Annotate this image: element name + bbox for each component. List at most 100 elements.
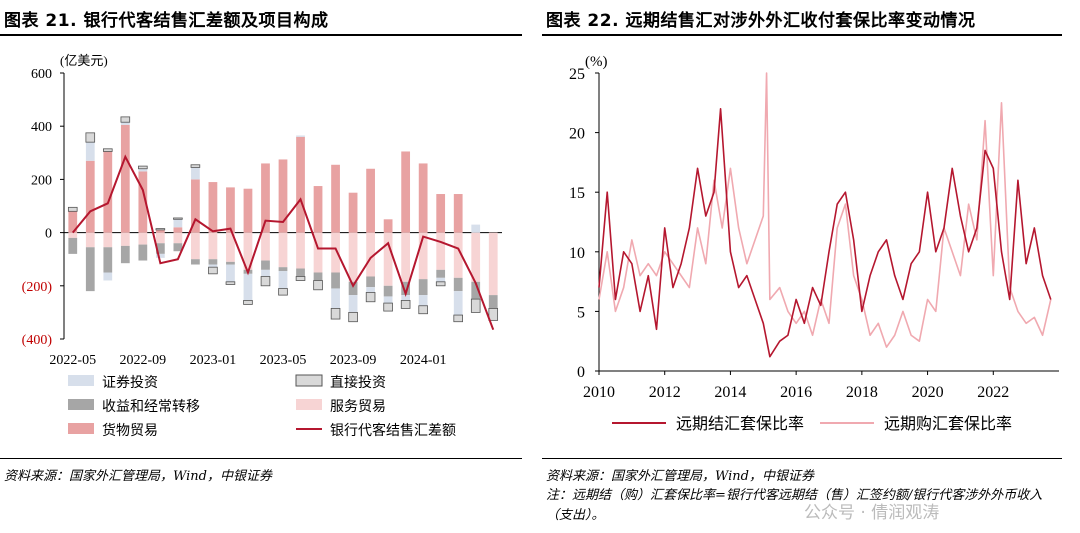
x-tick-label: 2023-01 — [190, 353, 237, 368]
legend-label: 证券投资 — [102, 375, 158, 391]
bar-收益和经常转移 — [85, 247, 95, 292]
left-bar-chart: 600 400 200 0 (200) (400) (亿美元) 2022-05 2022-09 2… — [22, 53, 502, 439]
bar-收益和经常转移 — [471, 281, 481, 300]
right-title-rule — [542, 34, 1062, 36]
y-tick-label: 5 — [577, 304, 585, 321]
bar-服务贸易 — [296, 232, 305, 269]
right-note-text: 注：远期结（购）汇套保比率=银行代客远期结（售）汇签约额/银行代客涉外外币收入（… — [546, 488, 1043, 523]
bar-货物贸易 — [191, 179, 200, 233]
bar-服务贸易 — [436, 232, 446, 270]
legend-label: 服务贸易 — [330, 399, 386, 415]
bar-服务贸易 — [68, 232, 78, 238]
bar-收益和经常转移 — [453, 277, 463, 292]
bar-证券投资 — [418, 295, 428, 306]
x-tick-label: 2022 — [977, 384, 1009, 401]
bar-服务贸易 — [401, 232, 411, 282]
bar-证券投资 — [261, 269, 270, 277]
x-tick-label: 2023-05 — [260, 353, 307, 368]
bar-货物贸易 — [366, 168, 375, 233]
bar-证券投资 — [120, 122, 130, 125]
bar-服务贸易 — [120, 232, 130, 246]
bar-直接投资 — [453, 314, 463, 323]
bar-服务贸易 — [331, 232, 340, 273]
legend-swatch — [295, 374, 323, 387]
bar-货物贸易 — [261, 163, 270, 233]
bar-直接投资 — [260, 276, 271, 287]
bar-直接投资 — [225, 281, 236, 285]
bar-直接投资 — [243, 300, 253, 305]
bar-直接投资 — [120, 116, 131, 123]
bar-直接投资 — [348, 311, 358, 323]
right-chart-panel: 图表 22. 远期结售汇对涉外外汇收付套保比率变动情况 0 5 10 15 20 25 (%… — [542, 0, 1080, 533]
y-axis-unit: (亿美元) — [60, 53, 108, 68]
left-source-rule — [0, 458, 522, 459]
bar-货物贸易 — [173, 227, 183, 233]
y-tick-label: 15 — [569, 185, 585, 202]
y-axis-unit: (%) — [585, 54, 608, 70]
bar-直接投资 — [103, 148, 113, 152]
y-tick-label: (400) — [22, 333, 53, 348]
bar-货物贸易 — [383, 219, 393, 233]
bar-证券投资 — [155, 253, 165, 258]
bar-服务贸易 — [383, 232, 393, 286]
bar-服务贸易 — [278, 232, 288, 268]
bar-证券投资 — [348, 295, 358, 313]
bar-证券投资 — [296, 135, 305, 137]
bar-证券投资 — [243, 273, 253, 301]
bar-服务贸易 — [348, 232, 358, 282]
bar-收益和经常转移 — [331, 272, 340, 289]
bar-收益和经常转移 — [103, 247, 113, 273]
bar-货物贸易 — [348, 192, 358, 233]
bar-服务贸易 — [173, 232, 183, 244]
series-line-远期结汇套保比率 — [598, 107, 1052, 358]
bar-服务贸易 — [313, 232, 323, 273]
bar-收益和经常转移 — [401, 281, 411, 296]
bar-服务贸易 — [191, 232, 200, 260]
y-tick-label: 20 — [569, 126, 585, 143]
right-chart-title: 图表 22. 远期结售汇对涉外外汇收付套保比率变动情况 — [546, 11, 976, 31]
x-tick-label: 2016 — [780, 384, 812, 401]
bar-直接投资 — [208, 266, 218, 275]
bar-服务贸易 — [138, 232, 148, 245]
bar-货物贸易 — [453, 194, 463, 233]
bar-证券投资 — [366, 287, 375, 293]
left-chart-title: 图表 21. 银行代客结售汇差额及项目构成 — [4, 11, 329, 31]
bar-收益和经常转移 — [155, 243, 165, 254]
bar-直接投资 — [85, 132, 96, 143]
x-tick-label: 2014 — [714, 384, 746, 401]
legend-swatch — [68, 423, 94, 434]
bar-货物贸易 — [401, 151, 411, 233]
bar-货物贸易 — [278, 159, 288, 233]
x-tick-label: 2020 — [912, 384, 944, 401]
bar-直接投资 — [295, 276, 306, 281]
bar-收益和经常转移 — [418, 279, 428, 296]
y-tick-label: 0 — [577, 364, 585, 381]
bar-直接投资 — [173, 217, 183, 220]
bar-直接投资 — [330, 308, 341, 320]
bar-证券投资 — [85, 142, 95, 161]
bar-服务贸易 — [85, 232, 95, 248]
bar-服务贸易 — [243, 232, 253, 270]
bar-证券投资 — [226, 264, 235, 282]
bar-货物贸易 — [243, 188, 253, 233]
right-line-chart: 0 5 10 15 20 25(%) 2010 2012 2014 2016 2018 2020 202… — [569, 54, 1059, 433]
y-tick-label: 200 — [31, 173, 52, 188]
legend-label: 货物贸易 — [102, 422, 158, 439]
bar-直接投资 — [190, 164, 201, 168]
bar-货物贸易 — [155, 229, 165, 233]
bar-证券投资 — [278, 271, 288, 289]
bar-收益和经常转移 — [488, 295, 498, 309]
bar-直接投资 — [155, 228, 166, 231]
bar-收益和经常转移 — [173, 243, 183, 252]
bar-货物贸易 — [296, 136, 305, 233]
bar-收益和经常转移 — [366, 276, 375, 288]
bar-证券投资 — [471, 224, 481, 233]
bar-直接投资 — [365, 292, 376, 303]
bar-货物贸易 — [103, 151, 113, 233]
y-tick-label: 25 — [569, 66, 585, 83]
y-tick-label: 0 — [45, 227, 52, 242]
bar-直接投资 — [435, 281, 446, 287]
series-line-远期购汇套保比率 — [598, 72, 1052, 348]
bar-直接投资 — [488, 308, 499, 321]
x-tick-label: 2024-01 — [400, 353, 447, 368]
